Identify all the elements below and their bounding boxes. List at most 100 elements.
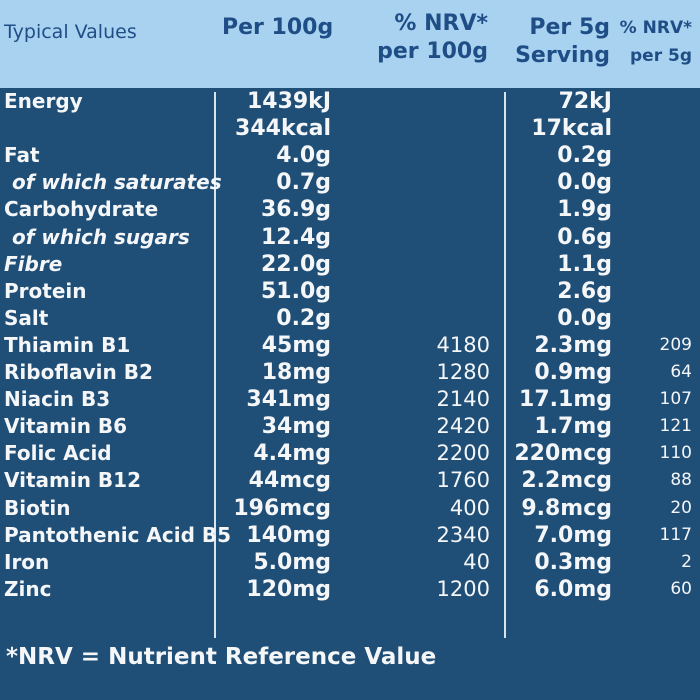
per-5g-value: 220mcg: [514, 441, 612, 467]
nrv-per-5g-value: 121: [659, 416, 692, 437]
per-100g-value: 36.9g: [260, 197, 331, 223]
nrv-per-100g-value: 2140: [436, 387, 490, 412]
per-5g-value: 2.2mcg: [521, 468, 612, 494]
per-5g-value: 0.0g: [557, 305, 612, 331]
nrv-per-100g-heading: % NRV* per 100g: [370, 10, 488, 66]
per-5g-value: 2.3mg: [534, 332, 612, 358]
nutrient-name: Iron: [4, 549, 50, 574]
per-5g-line2: Serving: [515, 43, 610, 68]
per-5g-value: 0.3mg: [534, 549, 612, 575]
per-5g-value: 1.9g: [557, 197, 612, 223]
nutrient-name: Vitamin B6: [4, 414, 128, 439]
nrv-per-100g-value: 40: [463, 549, 490, 574]
nutrient-name: Salt: [4, 305, 49, 330]
table-row: Fat 4.0g 0.2g: [0, 142, 700, 169]
per-5g-value: 17.1mg: [519, 387, 612, 413]
table-row: Energy 1439kJ 72kJ: [0, 88, 700, 115]
table-row: Thiamin B1 45mg 4180 2.3mg 209: [0, 332, 700, 359]
nrv-per-5g-value: 107: [659, 389, 692, 410]
nutrient-name: Folic Acid: [4, 441, 112, 466]
nutrient-name: Biotin: [4, 495, 71, 520]
nutrient-name: Niacin B3: [4, 387, 111, 412]
table-header: Typical Values Per 100g % NRV* per 100g …: [0, 0, 700, 88]
nrv-per-100g-value: 1200: [436, 576, 490, 601]
nutrient-name: Thiamin B1: [4, 332, 131, 357]
per-100g-value: 4.4mg: [253, 441, 331, 467]
per-5g-value: 2.6g: [557, 278, 612, 304]
per-100g-value: 45mg: [261, 332, 331, 358]
nutrient-name: of which saturates: [12, 170, 222, 195]
nrv-per-5g-value: 209: [659, 334, 692, 355]
nutrient-name: Fat: [4, 143, 40, 168]
nrv-per-100g-value: 4180: [436, 332, 490, 357]
nrv-per-100g-value: 1280: [436, 360, 490, 384]
per-100g-value: 51.0g: [260, 278, 331, 304]
nrv-per-5g-value: 60: [670, 578, 692, 599]
table-row: Fibre 22.0g 1.1g: [0, 251, 700, 278]
table-row: of which sugars 12.4g 0.6g: [0, 224, 700, 251]
nutrient-name: Zinc: [4, 576, 52, 601]
per-100g-value: 44mcg: [248, 468, 331, 494]
typical-values-heading: Typical Values: [4, 21, 137, 43]
nrv-per-100g-line1: % NRV*: [394, 11, 488, 36]
table-row: 344kcal 17kcal: [0, 115, 700, 142]
nrv-per-5g-value: 88: [670, 470, 692, 491]
nrv-per-5g-value: 117: [659, 524, 692, 545]
nrv-per-5g-value: 110: [659, 443, 692, 464]
nrv-per-100g-value: 2420: [436, 414, 490, 439]
nutrient-name: of which sugars: [12, 224, 190, 249]
table-row: Vitamin B12 44mcg 1760 2.2mcg 88: [0, 467, 700, 494]
nutrient-name: Riboflavin B2: [4, 360, 153, 384]
table-row: Riboflavin B2 18mg 1280 0.9mg 64: [0, 359, 700, 386]
per-100g-value: 4.0g: [276, 143, 331, 169]
per-100g-heading: Per 100g: [222, 15, 334, 40]
table-row: Salt 0.2g 0.0g: [0, 305, 700, 332]
nrv-per-5g-heading: % NRV* per 5g: [618, 14, 692, 70]
per-100g-value: 34mg: [261, 414, 331, 440]
per-100g-value: 140mg: [246, 522, 331, 548]
per-5g-value: 0.6g: [557, 224, 612, 250]
nrv-per-100g-value: 400: [449, 495, 490, 520]
per-100g-value: 344kcal: [235, 116, 331, 142]
per-100g-value: 12.4g: [260, 224, 331, 250]
nrv-per-100g-value: 2340: [436, 522, 490, 547]
nrv-per-100g-line2: per 100g: [377, 39, 488, 64]
table-row: Folic Acid 4.4mg 2200 220mcg 110: [0, 440, 700, 467]
table-row: Vitamin B6 34mg 2420 1.7mg 121: [0, 413, 700, 440]
per-5g-heading: Per 5g Serving: [510, 14, 610, 70]
per-100g-value: 22.0g: [260, 251, 331, 277]
nutrient-name: Carbohydrate: [4, 197, 159, 222]
per-100g-value: 1439kJ: [246, 89, 331, 114]
nutrient-name: Protein: [4, 278, 87, 303]
per-5g-value: 1.1g: [557, 251, 612, 277]
per-5g-value: 6.0mg: [534, 576, 612, 602]
per-5g-value: 72kJ: [558, 89, 612, 114]
per-100g-value: 0.7g: [276, 170, 331, 196]
per-5g-value: 1.7mg: [534, 414, 612, 440]
table-row: Carbohydrate 36.9g 1.9g: [0, 196, 700, 223]
per-5g-value: 0.2g: [557, 143, 612, 169]
nutrient-name: Fibre: [4, 251, 63, 276]
per-5g-line1: Per 5g: [529, 15, 610, 40]
per-100g-value: 5.0mg: [253, 549, 331, 575]
per-5g-value: 9.8mcg: [521, 495, 612, 521]
nrv-per-5g-value: 20: [670, 497, 692, 518]
per-100g-value: 196mcg: [233, 495, 331, 521]
nrv-per-5g-value: 2: [681, 551, 692, 572]
per-100g-value: 341mg: [246, 387, 331, 413]
nrv-per-100g-value: 2200: [436, 441, 490, 466]
per-5g-value: 0.0g: [557, 170, 612, 196]
table-row: Niacin B3 341mg 2140 17.1mg 107: [0, 386, 700, 413]
nrv-footnote: *NRV = Nutrient Reference Value: [6, 644, 437, 670]
table-row: Protein 51.0g 2.6g: [0, 278, 700, 305]
per-100g-value: 120mg: [246, 576, 331, 602]
nrv-per-5g-line1: % NRV*: [619, 18, 692, 38]
nutrient-name: Energy: [4, 89, 83, 113]
nutrient-name: Vitamin B12: [4, 468, 142, 493]
per-5g-value: 17kcal: [531, 116, 612, 142]
table-row: Iron 5.0mg 40 0.3mg 2: [0, 549, 700, 576]
per-100g-value: 0.2g: [276, 305, 331, 331]
nutrient-name: Pantothenic Acid B5: [4, 522, 232, 547]
column-divider: [504, 92, 506, 638]
nrv-per-5g-line2: per 5g: [630, 46, 692, 66]
